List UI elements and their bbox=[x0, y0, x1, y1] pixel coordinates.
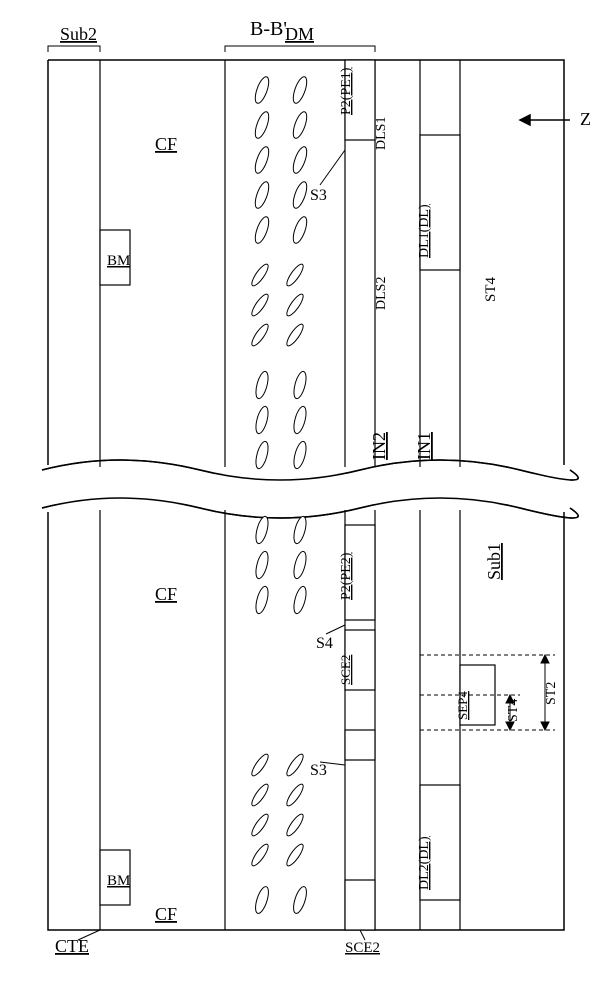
sub1-label: Sub1 bbox=[484, 543, 504, 580]
st4-label-2: ST4 bbox=[506, 699, 521, 722]
sce2-label-left: SCE2 bbox=[345, 940, 380, 956]
section-title: B-B' bbox=[250, 18, 287, 40]
sub2-label: Sub2 bbox=[60, 24, 97, 44]
s3-label-1: S3 bbox=[310, 187, 327, 204]
in1-label: IN1 bbox=[414, 432, 434, 460]
in2-label: IN2 bbox=[369, 432, 389, 460]
cte-leader bbox=[78, 930, 100, 940]
dm-label: DM bbox=[285, 24, 314, 44]
z-label: Z bbox=[580, 109, 591, 129]
bm-blocks bbox=[100, 230, 130, 905]
right-brackets bbox=[48, 46, 375, 52]
bm-label-2: BM bbox=[107, 873, 130, 889]
cross-section-diagram: B-B' Sub2 DM bbox=[0, 0, 611, 1000]
dls2-label: DLS2 bbox=[374, 277, 389, 310]
z-axis-arrow bbox=[520, 115, 570, 125]
s4-label: S4 bbox=[316, 635, 333, 652]
dl2-label: DL2(DL) bbox=[417, 836, 432, 890]
cte-label: CTE bbox=[55, 936, 89, 956]
sce2-label-mid: SCE2 bbox=[338, 655, 353, 685]
p2pe1-label: P2(PE1) bbox=[339, 67, 354, 115]
cf-label-3: CF bbox=[155, 904, 177, 924]
dl1-label: DL1(DL) bbox=[417, 204, 432, 258]
p2pe2-label: P2(PE2) bbox=[339, 552, 354, 600]
bm-label-1: BM bbox=[107, 253, 130, 269]
s3-label-2: S3 bbox=[310, 762, 327, 779]
cf-label-2: CF bbox=[155, 584, 177, 604]
st2-label: ST2 bbox=[544, 682, 559, 705]
cf-label-1: CF bbox=[155, 134, 177, 154]
dls1-label: DLS1 bbox=[374, 117, 389, 150]
diagram-container: B-B' Sub2 DM bbox=[0, 0, 611, 1000]
st4-label: ST4 bbox=[483, 276, 499, 302]
